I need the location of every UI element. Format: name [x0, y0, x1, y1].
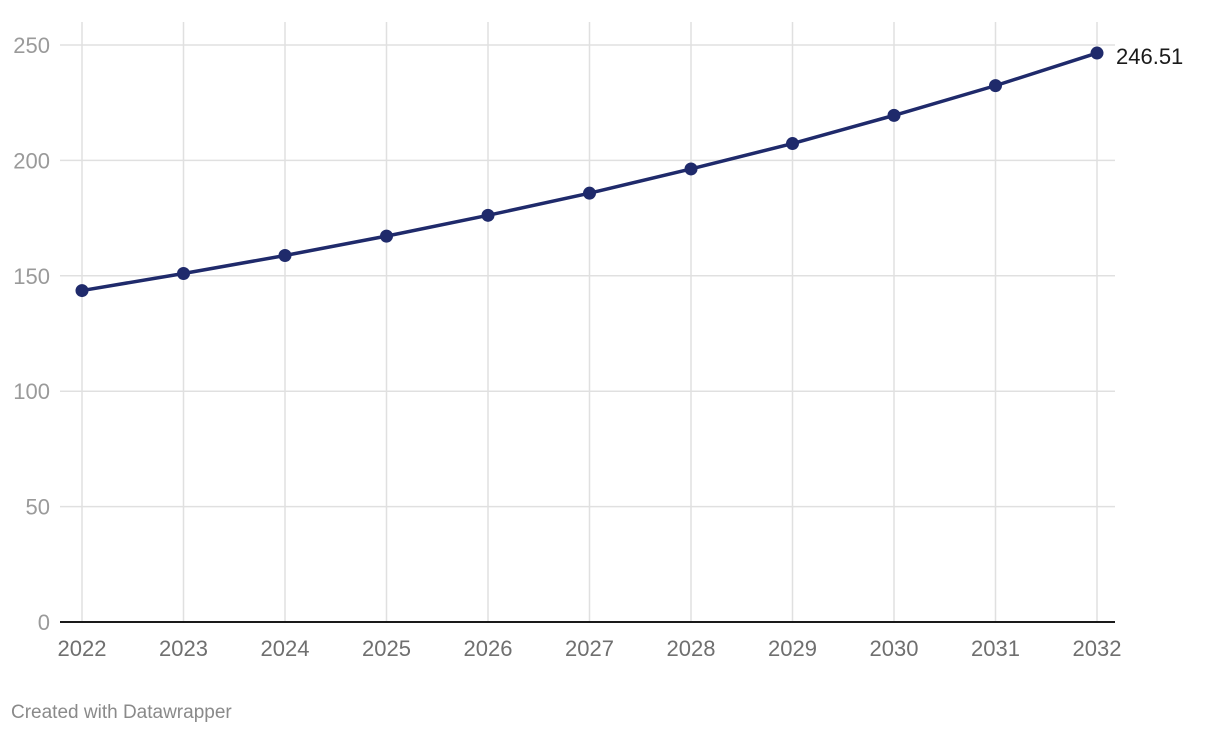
y-tick-label: 200: [13, 148, 50, 173]
x-tick-label: 2027: [565, 636, 614, 661]
data-point: [1090, 46, 1104, 60]
x-axis-labels: 2022 2023 2024 2025 2026 2027 2028 2029 2030 2031…: [58, 636, 1122, 661]
x-tick-label: 2026: [464, 636, 513, 661]
y-tick-label: 50: [26, 495, 50, 520]
line-chart: 0 50 100 150 200 250 2022 2023 2024 2025 2026 2027…: [13, 22, 1183, 661]
x-tick-label: 2030: [870, 636, 919, 661]
data-point: [583, 186, 596, 200]
footer-credit: Created with Datawrapper: [11, 702, 232, 723]
data-point: [887, 108, 901, 122]
y-tick-label: 0: [38, 610, 50, 635]
data-point: [481, 208, 495, 222]
data-point: [684, 162, 698, 176]
x-tick-label: 2029: [768, 636, 817, 661]
end-value-label: 246.51: [1116, 44, 1183, 69]
x-tick-label: 2022: [58, 636, 107, 661]
x-tick-label: 2024: [261, 636, 310, 661]
y-gridlines: [60, 44, 1115, 508]
data-point: [786, 137, 799, 151]
x-tick-label: 2031: [971, 636, 1020, 661]
data-point: [380, 229, 393, 243]
x-tick-label: 2032: [1073, 636, 1122, 661]
data-point: [278, 248, 292, 262]
data-points: [75, 46, 1104, 298]
x-tick-label: 2023: [159, 636, 208, 661]
y-tick-label: 100: [13, 379, 50, 404]
x-tick-label: 2028: [667, 636, 716, 661]
y-tick-label: 250: [13, 33, 50, 58]
data-point: [75, 284, 89, 298]
data-point: [177, 266, 190, 280]
y-tick-label: 150: [13, 264, 50, 289]
data-point: [989, 79, 1002, 93]
x-gridlines: [81, 22, 1098, 622]
y-axis-labels: 0 50 100 150 200 250: [13, 33, 50, 635]
x-tick-label: 2025: [362, 636, 411, 661]
